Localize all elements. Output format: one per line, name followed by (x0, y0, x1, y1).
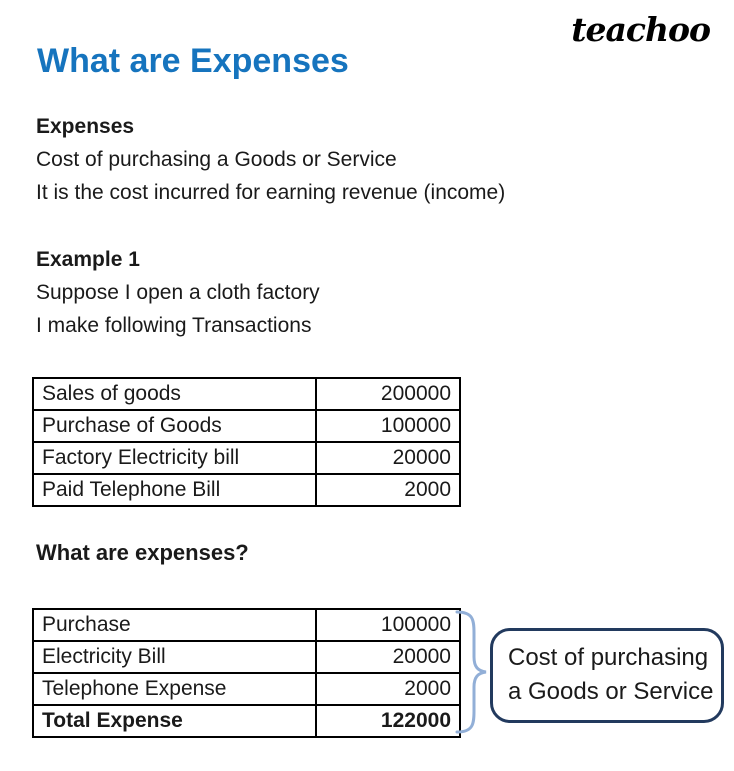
expense-amount: 122000 (315, 704, 461, 738)
transaction-label: Purchase of Goods (32, 409, 317, 443)
intro-line-2: It is the cost incurred for earning reve… (36, 181, 506, 204)
callout-box: Cost of purchasing a Goods or Service (490, 628, 724, 723)
transaction-label: Factory Electricity bill (32, 441, 317, 475)
example-heading: Example 1 (36, 248, 140, 271)
expense-amount: 20000 (315, 640, 461, 674)
table-row: Telephone Expense 2000 (32, 672, 461, 706)
transaction-amount: 20000 (315, 441, 461, 475)
expense-label: Purchase (32, 608, 317, 642)
question-heading: What are expenses? (36, 540, 249, 565)
transaction-label: Sales of goods (32, 377, 317, 411)
example-line-2: I make following Transactions (36, 314, 312, 337)
table-row: Purchase 100000 (32, 608, 461, 642)
transaction-label: Paid Telephone Bill (32, 473, 317, 507)
intro-line-1: Cost of purchasing a Goods or Service (36, 148, 397, 171)
table-row: Factory Electricity bill 20000 (32, 441, 461, 475)
expense-label: Telephone Expense (32, 672, 317, 706)
expenses-table: Purchase 100000 Electricity Bill 20000 T… (32, 608, 461, 738)
teachoo-logo: teachoo (571, 10, 711, 49)
page-title: What are Expenses (37, 42, 349, 80)
expense-label: Electricity Bill (32, 640, 317, 674)
transaction-amount: 2000 (315, 473, 461, 507)
total-row: Total Expense 122000 (32, 704, 461, 738)
callout-line-2: a Goods or Service (508, 678, 714, 705)
table-row: Purchase of Goods 100000 (32, 409, 461, 443)
example-block: Example 1 Suppose I open a cloth factory… (36, 243, 320, 342)
table-row: Sales of goods 200000 (32, 377, 461, 411)
expense-label: Total Expense (32, 704, 317, 738)
example-line-1: Suppose I open a cloth factory (36, 281, 320, 304)
table-row: Electricity Bill 20000 (32, 640, 461, 674)
intro-heading: Expenses (36, 115, 135, 138)
transaction-amount: 100000 (315, 409, 461, 443)
curly-brace-icon (455, 610, 487, 734)
intro-block: Expenses Cost of purchasing a Goods or S… (36, 110, 505, 209)
expense-amount: 2000 (315, 672, 461, 706)
transactions-table: Sales of goods 200000 Purchase of Goods … (32, 377, 461, 507)
transaction-amount: 200000 (315, 377, 461, 411)
callout-line-1: Cost of purchasing (508, 644, 709, 671)
table-row: Paid Telephone Bill 2000 (32, 473, 461, 507)
expense-amount: 100000 (315, 608, 461, 642)
